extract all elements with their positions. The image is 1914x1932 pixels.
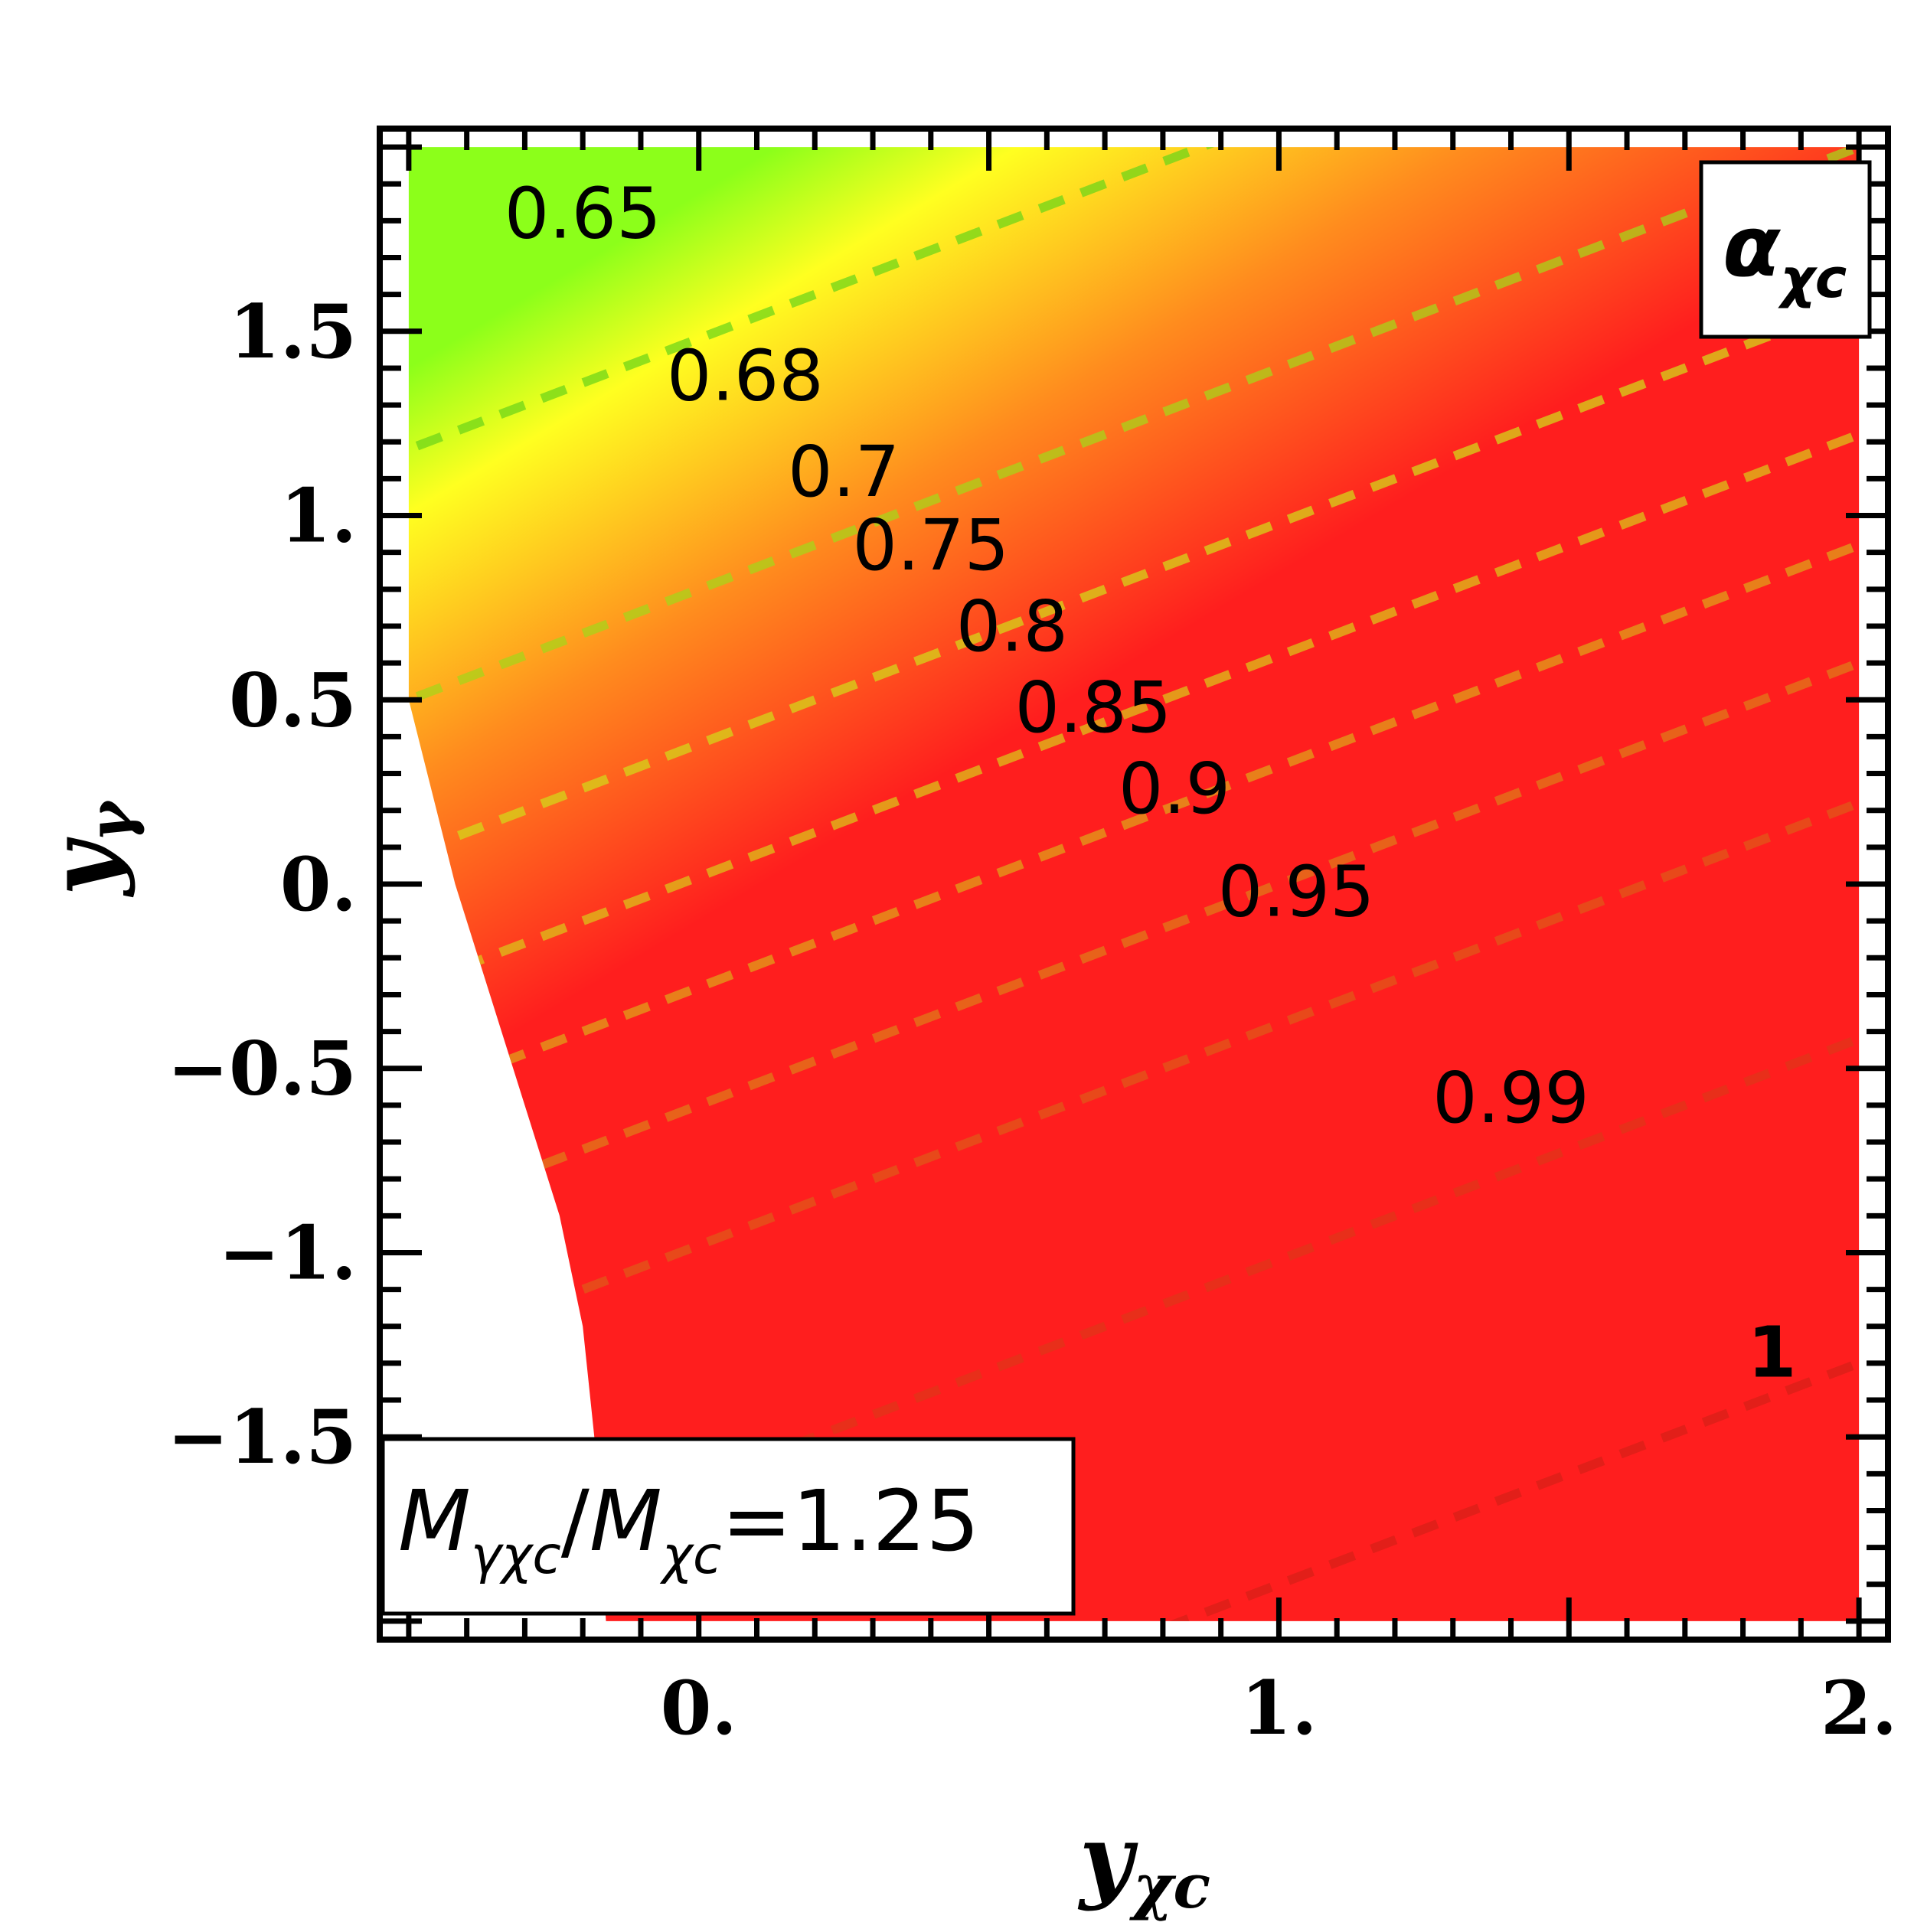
- mass-ratio-m2: M: [590, 1472, 662, 1570]
- mass-ratio-sub2: χc: [659, 1526, 722, 1586]
- mass-ratio-sub1: γχc: [471, 1526, 561, 1586]
- x-tick-label: 0.: [661, 1665, 737, 1751]
- x-tick-label: 2.: [1821, 1665, 1897, 1751]
- plot-area: 0.650.68 0.70.750.80.850.9 0.95 0.99 1: [377, 126, 1891, 1643]
- contour-line: [408, 253, 1860, 903]
- y-tick-label: −1.: [218, 1209, 357, 1296]
- alpha-label-box-frame: [1699, 160, 1872, 339]
- contour-lines: [408, 147, 1860, 1621]
- contour-label: 0.8: [956, 586, 1068, 667]
- contour-line: [408, 496, 1860, 1147]
- x-tick-label: 1.: [1240, 1665, 1317, 1751]
- contour-label: 0.99: [1432, 1057, 1589, 1139]
- allowed-region-fill: [408, 147, 1860, 1621]
- contour-label: 0.75: [852, 504, 1009, 586]
- y-tick-label: −1.5: [168, 1394, 357, 1480]
- contour-line: [408, 990, 1860, 1621]
- contour-label: 0.85: [1015, 667, 1172, 749]
- y-tick-label: 0.5: [229, 657, 357, 743]
- y-axis-title: yγ: [29, 799, 146, 898]
- contour-label: 0.95: [1218, 851, 1375, 933]
- contour-line: [408, 386, 1860, 1036]
- alpha-label-main: α: [1723, 197, 1782, 295]
- x-axis-title-main: y: [1077, 1805, 1138, 1913]
- y-axis-title-sub: γ: [74, 799, 146, 842]
- y-tick-label: −0.5: [168, 1026, 357, 1112]
- alpha-label-box: αχc: [1699, 160, 1872, 339]
- x-axis-title: yχc: [1077, 1805, 1210, 1922]
- contour-line: [408, 147, 1860, 749]
- mass-ratio-box: Mγχc/Mχc=1.25: [381, 1437, 1076, 1616]
- mass-ratio-box-frame: [381, 1437, 1076, 1616]
- contour-line: [408, 614, 1860, 1265]
- y-tick-labels: 1.5 1. 0.5 0. −0.5 −1. −1.5: [168, 289, 357, 1480]
- y-tick-label: 1.5: [229, 289, 357, 375]
- contour-label: 1: [1747, 1311, 1796, 1393]
- x-tick-labels: 0. 1. 2.: [661, 1665, 1898, 1751]
- contour-label: 0.65: [505, 173, 661, 255]
- plot-frame: [377, 126, 1891, 1643]
- y-axis-title-main: y: [29, 837, 137, 898]
- contour-label: 0.9: [1119, 748, 1230, 830]
- mass-ratio-label: Mγχc/Mχc=1.25: [398, 1472, 980, 1586]
- y-tick-label: 1.: [280, 473, 357, 560]
- mass-ratio-m1: M: [398, 1472, 471, 1570]
- x-axis-title-sub: χc: [1129, 1850, 1210, 1922]
- mass-ratio-sep: /: [561, 1472, 590, 1570]
- alpha-label: αχc: [1723, 197, 1847, 310]
- alpha-label-sub: χc: [1778, 247, 1847, 310]
- contour-label: 0.7: [788, 431, 900, 513]
- contour-line: [408, 754, 1860, 1405]
- contour-line: [408, 147, 1860, 498]
- mass-ratio-value: =1.25: [721, 1472, 979, 1570]
- y-tick-label: 0.: [280, 841, 357, 928]
- contour-labels: 0.650.68 0.70.750.80.850.9 0.95 0.99 1: [505, 173, 1797, 1394]
- contour-label: 0.68: [667, 335, 824, 417]
